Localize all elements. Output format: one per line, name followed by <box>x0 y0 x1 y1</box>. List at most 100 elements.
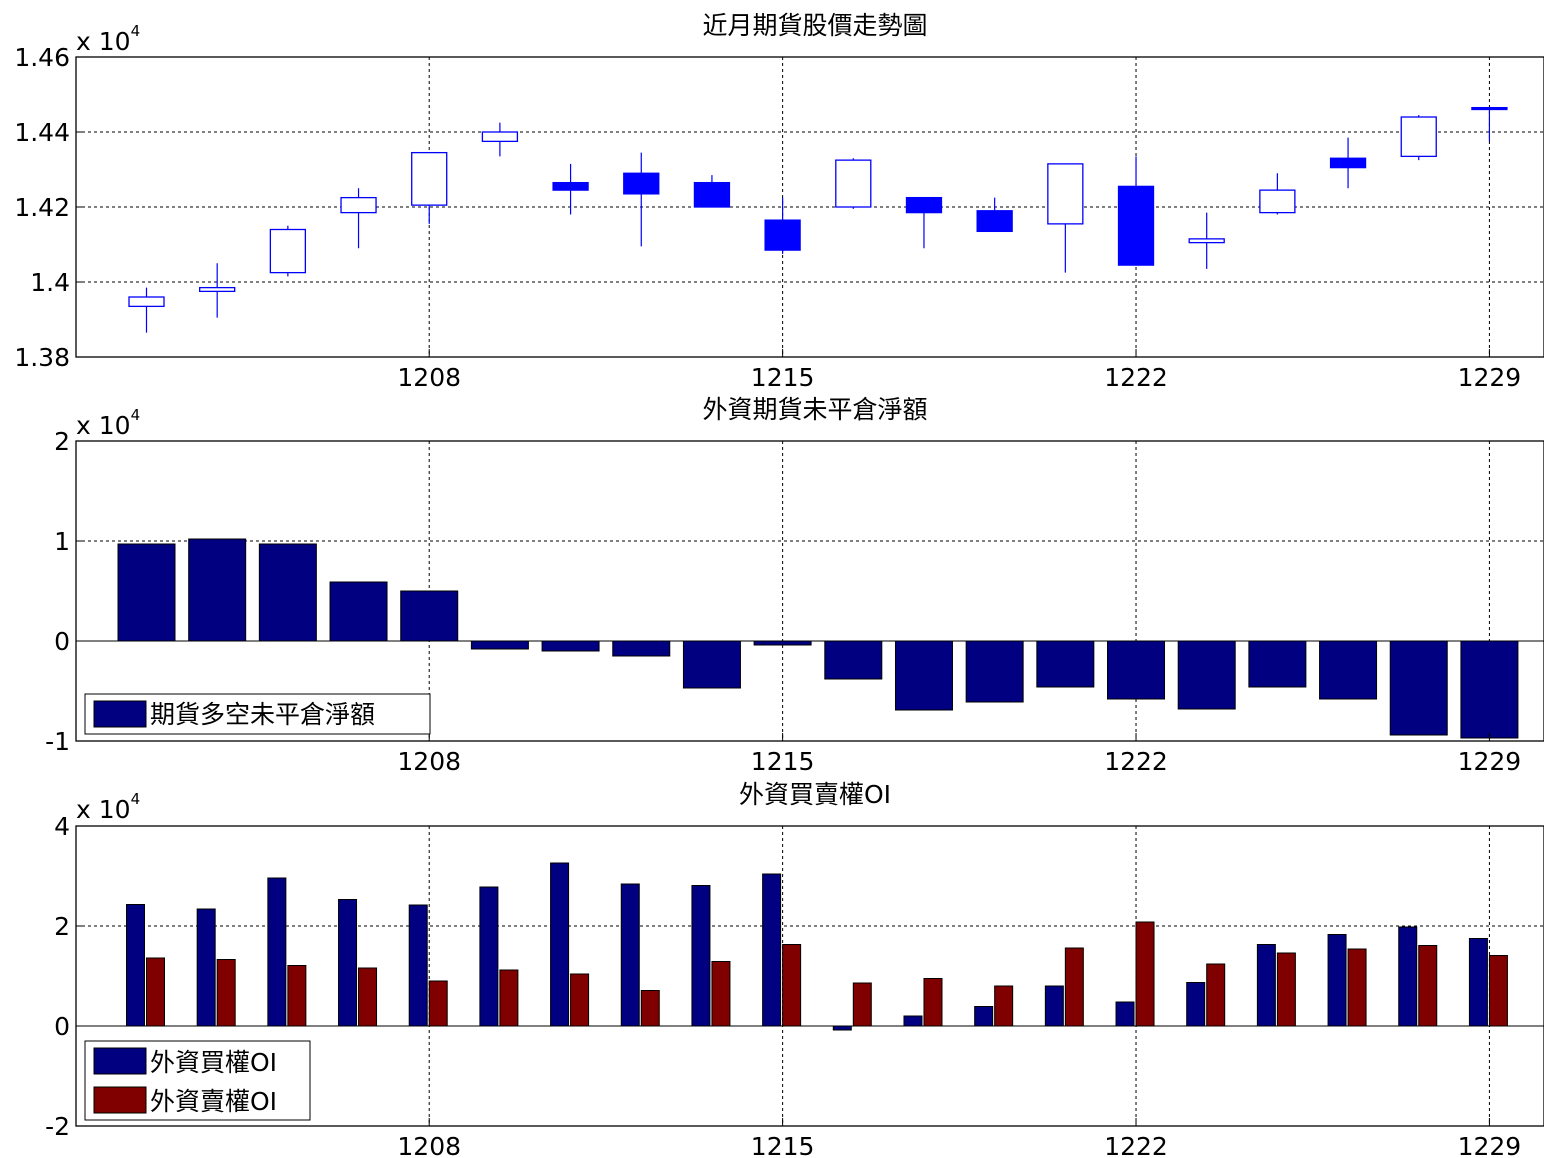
futures-oi-y-multiplier: x 104 <box>76 406 140 440</box>
bar-put <box>1418 945 1438 1027</box>
options-oi-legend-label-put: 外資賣權OI <box>150 1087 277 1116</box>
options-oi-axes-box <box>75 825 1544 1127</box>
bar-call <box>1468 938 1488 1027</box>
price-panel-title: 近月期貨股價走勢圖 <box>702 11 927 40</box>
y-tick-label: 2 <box>54 912 70 941</box>
bar <box>753 640 812 646</box>
candle <box>411 151 448 224</box>
bar-call <box>691 885 711 1027</box>
bar <box>612 640 671 657</box>
bar-put <box>923 978 943 1027</box>
bar <box>1389 640 1448 736</box>
candle-body-up <box>1400 116 1437 158</box>
x-tick-label: 1229 <box>1458 363 1522 392</box>
options-oi-ticks: -2 0 2 4 1208 1215 1222 1229 <box>45 812 1521 1158</box>
y-tick-label: -1 <box>45 727 70 756</box>
candle-body-up <box>411 151 448 206</box>
x-tick-label: 1208 <box>397 1132 461 1158</box>
candle <box>1259 173 1296 215</box>
candle-body-up <box>128 296 165 308</box>
candle <box>693 175 731 208</box>
candle-body-down <box>552 181 589 191</box>
options-oi-panel-title: 外資買賣權OI <box>739 780 891 809</box>
bar-put <box>499 969 519 1027</box>
candle-body-down <box>1329 157 1367 169</box>
candle-body-down <box>905 196 943 214</box>
candle <box>1188 212 1225 269</box>
candle <box>269 225 307 277</box>
bar-call <box>1186 982 1206 1027</box>
y-tick-label: 4 <box>54 812 70 841</box>
options-oi-legend: 外資買權OI 外資賣權OI <box>84 1040 311 1121</box>
x-tick-label: 1215 <box>751 1132 815 1158</box>
bar <box>682 640 741 689</box>
candle-body-down <box>623 172 660 195</box>
bar-call <box>267 877 287 1027</box>
bar-put <box>216 959 236 1027</box>
options-oi-panel: 外資買賣權OI x 104 -2 0 2 4 1208 1215 1222 1229 外資買權… <box>45 780 1544 1158</box>
bar-call <box>762 873 782 1027</box>
bar <box>894 640 953 711</box>
candle-body-up <box>1188 238 1225 244</box>
bar-put <box>146 957 165 1027</box>
candle <box>623 152 660 247</box>
candle <box>128 287 165 333</box>
futures-oi-axes-box <box>75 440 1544 742</box>
futures-oi-y-multiplier-base: x 10 <box>76 411 131 440</box>
candle-body-up <box>1047 163 1084 225</box>
candle <box>481 122 519 157</box>
y-tick-label: 1.38 <box>14 343 70 372</box>
bar-put <box>358 967 378 1027</box>
bar-call <box>1327 934 1347 1027</box>
candle <box>199 263 236 318</box>
futures-oi-panel-title: 外資期貨未平倉淨額 <box>702 395 927 424</box>
y-tick-label: 1 <box>54 527 70 556</box>
bar-put <box>287 965 307 1027</box>
candle-body-up <box>1259 189 1296 214</box>
bar <box>188 538 247 642</box>
price-y-multiplier-exp: 4 <box>131 22 141 40</box>
y-tick-label: -2 <box>45 1112 70 1141</box>
bar-put <box>1276 952 1296 1027</box>
candle-body-down <box>1471 106 1508 111</box>
options-oi-legend-swatch-call <box>93 1047 147 1075</box>
x-tick-label: 1208 <box>397 747 461 776</box>
bar-put <box>640 990 660 1027</box>
bar <box>470 640 529 650</box>
options-oi-bars <box>76 862 1544 1031</box>
candle <box>1047 163 1084 273</box>
price-y-multiplier: x 104 <box>76 22 140 56</box>
bar <box>1107 640 1166 700</box>
y-tick-label: 1.46 <box>14 43 70 72</box>
options-oi-y-multiplier-exp: 4 <box>131 790 141 808</box>
y-tick-label: 0 <box>54 627 70 656</box>
options-oi-legend-swatch-put <box>93 1086 147 1114</box>
candle <box>835 158 872 209</box>
bar-put <box>428 980 448 1027</box>
bar <box>1319 640 1378 700</box>
bar-call <box>408 904 428 1027</box>
candle <box>976 197 1013 233</box>
price-y-multiplier-base: x 10 <box>76 27 131 56</box>
candle-body-down <box>976 210 1013 233</box>
bar-put <box>782 944 802 1027</box>
bar-call <box>1044 985 1064 1027</box>
price-ticks: 1.38 1.4 1.42 1.44 1.46 1208 1215 1222 1229 <box>14 43 1521 392</box>
y-tick-label: 0 <box>54 1012 70 1041</box>
candle <box>1400 115 1437 161</box>
futures-oi-ticks: -1 0 1 2 1208 1215 1222 1229 <box>45 427 1521 776</box>
bar-put <box>1206 963 1226 1027</box>
candle <box>1117 156 1155 266</box>
bar <box>1248 640 1307 688</box>
options-oi-y-multiplier: x 104 <box>76 790 140 824</box>
bar <box>1177 640 1236 710</box>
candle <box>340 188 377 249</box>
x-tick-label: 1208 <box>397 363 461 392</box>
bar <box>965 640 1024 703</box>
bar-call <box>620 883 640 1027</box>
bar <box>541 640 600 652</box>
bar <box>117 543 176 642</box>
candle <box>905 196 943 249</box>
bar-put <box>570 973 590 1027</box>
